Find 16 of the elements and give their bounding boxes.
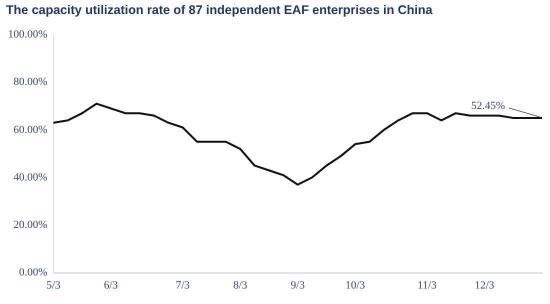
x-tick-label: 11/3 [417, 279, 438, 292]
x-tick-label: 7/3 [176, 279, 190, 292]
y-tick-label: 100.00% [8, 28, 48, 40]
x-tick-label: 5/3 [46, 279, 61, 292]
x-tick-label: 9/3 [290, 279, 306, 292]
x-tick-label: 6/3 [104, 279, 118, 292]
chart-title: The capacity utilization rate of 87 independent EAF enterprises in China [6, 3, 432, 17]
y-tick-label: 80.00% [13, 76, 48, 88]
y-tick-label: 60.00% [13, 124, 48, 136]
y-tick-label: 40.00% [13, 171, 48, 184]
annotation: 52.45% [471, 100, 505, 112]
x-tick-label: 12/3 [474, 279, 495, 292]
x-tick-label: 8/3 [233, 279, 248, 292]
y-tick-label: 20.00% [13, 219, 48, 232]
y-tick-label: 0.00% [18, 266, 48, 279]
x-tick-label: 10/3 [345, 279, 366, 292]
